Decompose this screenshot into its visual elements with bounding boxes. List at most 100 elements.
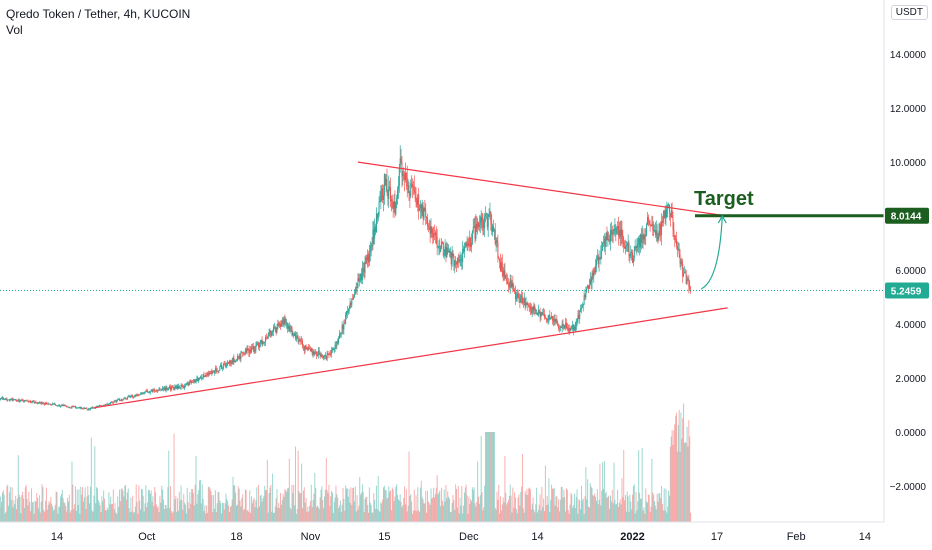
candle-body <box>430 226 432 234</box>
candle-body <box>427 225 429 227</box>
candle-body <box>583 295 585 305</box>
candle-body <box>602 242 604 244</box>
volume-bar <box>493 432 495 522</box>
candle-body <box>137 394 139 396</box>
candle-body <box>254 350 256 352</box>
candle-body <box>436 236 438 248</box>
candle-body <box>196 377 198 381</box>
volume-bar <box>82 501 84 522</box>
candle-body <box>683 272 685 274</box>
volume-bar <box>388 486 390 522</box>
candle-body <box>606 232 608 241</box>
volume-bar <box>425 490 427 522</box>
volume-bar <box>164 504 166 522</box>
candle-body <box>327 353 329 355</box>
volume-bar <box>163 509 165 522</box>
candle-body <box>546 318 548 321</box>
candle-body <box>680 261 682 264</box>
candle-body <box>408 185 410 194</box>
candle-body <box>397 185 399 190</box>
candle-body <box>134 395 136 397</box>
volume-bar <box>676 412 678 522</box>
candle-body <box>46 403 48 405</box>
candle-body <box>6 398 8 401</box>
currency-selector[interactable]: USDT <box>890 5 928 20</box>
volume-bar <box>397 499 399 522</box>
volume-bar <box>279 507 281 522</box>
volume-bar <box>116 513 118 522</box>
candle-body <box>609 239 611 242</box>
y-tick-label: 12.0000 <box>890 104 927 115</box>
candle-body <box>174 386 176 389</box>
candle-body <box>369 247 371 254</box>
chart-title: Qredo Token / Tether, 4h, KUCOIN <box>6 7 191 21</box>
volume-bar <box>0 496 2 522</box>
volume-bar <box>134 506 136 522</box>
candle-body <box>652 223 654 230</box>
volume-bar <box>294 505 296 522</box>
candle-body <box>495 240 497 245</box>
volume-bar <box>527 494 529 522</box>
candle-body <box>105 403 107 405</box>
candle-body <box>265 337 267 343</box>
volume-bar <box>436 475 438 522</box>
volume-bar <box>85 508 87 522</box>
volume-bar <box>56 492 58 522</box>
candle-body <box>514 292 516 300</box>
volume-bar <box>82 487 84 522</box>
candle-body <box>64 405 66 407</box>
candle-body <box>403 173 405 176</box>
volume-bar <box>514 497 516 522</box>
volume-bar <box>685 443 687 522</box>
volume-bar <box>17 455 19 522</box>
volume-bar <box>201 484 203 522</box>
candle-body <box>302 346 304 348</box>
volume-bar <box>286 491 288 522</box>
candle-body <box>489 211 491 214</box>
candle-body <box>442 242 444 256</box>
candle-body <box>405 172 407 178</box>
volume-bar <box>232 476 234 522</box>
candle-body <box>342 325 344 330</box>
candle-body <box>14 399 16 400</box>
volume-bar <box>370 504 372 522</box>
candle-body <box>388 186 390 199</box>
candle-body <box>228 362 230 364</box>
volume-bar <box>443 489 445 522</box>
candle-body <box>498 257 500 259</box>
candle-body <box>412 184 414 187</box>
candle-body <box>677 248 679 250</box>
volume-bar <box>452 494 454 522</box>
candle-body <box>398 167 400 186</box>
volume-bar <box>629 494 631 522</box>
volume-bar <box>189 492 191 522</box>
candle-body <box>687 279 689 281</box>
candle-body <box>588 285 590 289</box>
volume-bar <box>73 509 75 522</box>
volume-bar <box>407 505 409 522</box>
volume-bar <box>244 489 246 522</box>
volume-bar <box>282 493 284 522</box>
volume-bar <box>33 513 35 522</box>
candle-body <box>455 260 457 263</box>
volume-bar <box>27 505 29 522</box>
candle-body <box>617 226 619 229</box>
volume-bar <box>354 486 356 522</box>
volume-bar <box>662 510 664 522</box>
volume-bar <box>461 485 463 522</box>
volume-bar <box>81 494 83 522</box>
volume-bar <box>342 487 344 522</box>
candle-body <box>4 399 6 400</box>
volume-bar <box>649 512 651 522</box>
volume-bar <box>683 443 685 522</box>
volume-bar <box>590 486 592 522</box>
volume-bar <box>87 486 89 522</box>
volume-bar <box>419 487 421 522</box>
candle-body <box>57 405 59 407</box>
candle-body <box>465 243 467 246</box>
candle-body <box>229 360 231 364</box>
candle-body <box>456 258 458 265</box>
projection-arrowhead <box>717 214 727 224</box>
candle-body <box>671 210 673 217</box>
